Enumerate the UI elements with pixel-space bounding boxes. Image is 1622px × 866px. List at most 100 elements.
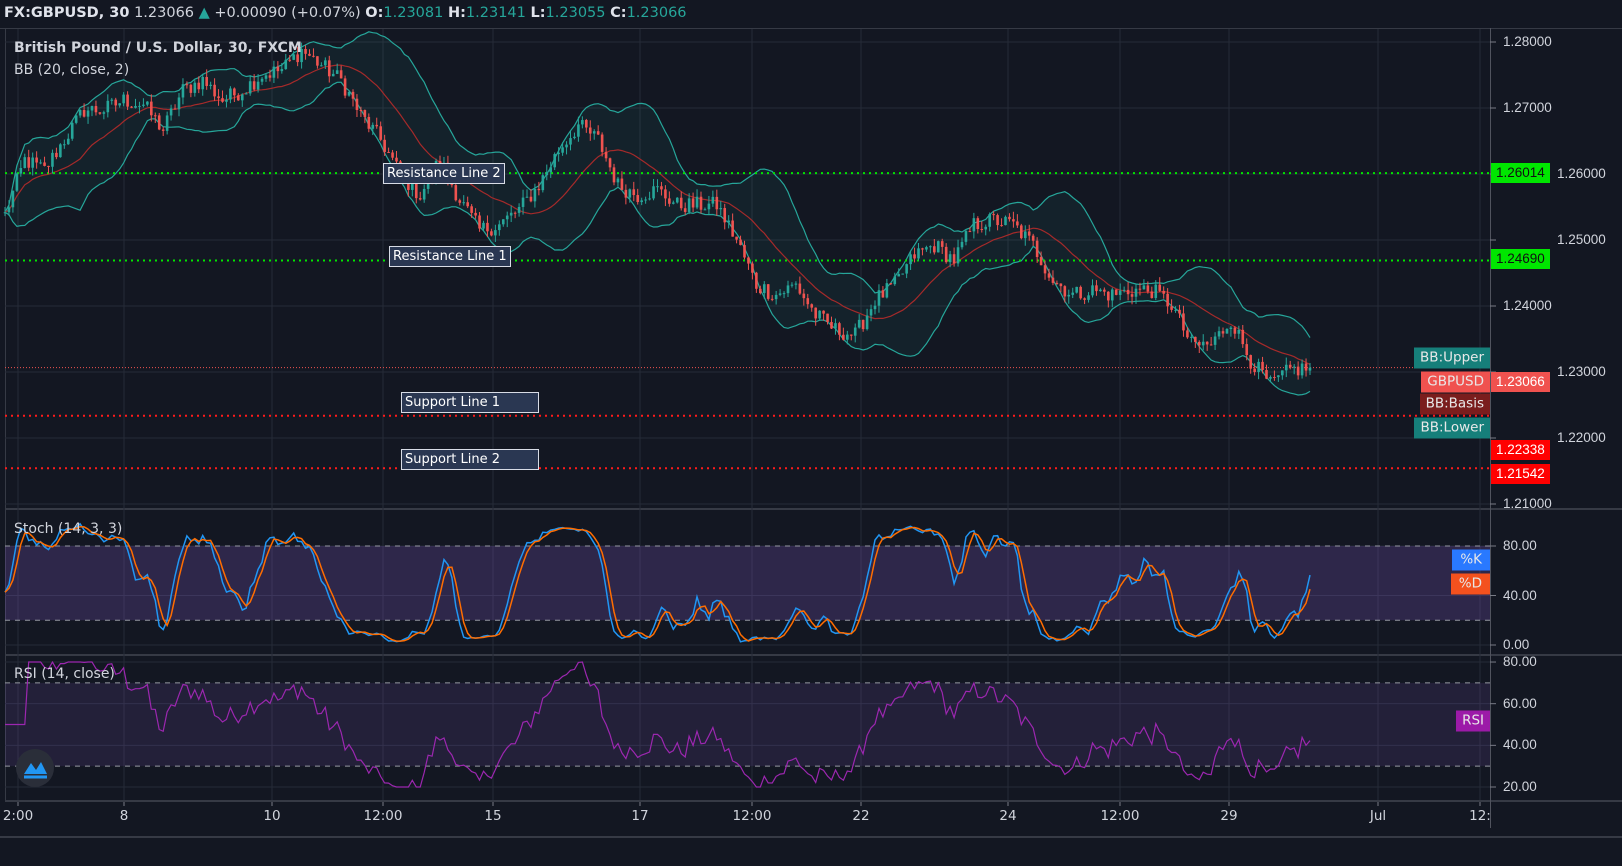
current-price-badge: 1.23066 — [1491, 372, 1550, 392]
high-label: H: — [447, 5, 466, 21]
resistance-line-2-label[interactable]: Resistance Line 2 — [383, 163, 505, 184]
candle-body — [221, 98, 224, 102]
candle-body — [1055, 282, 1059, 284]
candle-body — [770, 298, 774, 300]
candle-body — [276, 66, 280, 72]
candle-body — [138, 105, 141, 107]
candle-body — [917, 248, 920, 259]
candle-body — [778, 293, 782, 295]
candle-body — [569, 138, 572, 145]
x-tick-label: 24 — [999, 808, 1017, 824]
candle-body — [921, 248, 924, 250]
candle-body — [272, 66, 276, 78]
candle-body — [577, 124, 580, 137]
symbol-name[interactable]: FX:GBPUSD, 30 — [4, 5, 130, 21]
candle-body — [687, 198, 691, 212]
candle-body — [395, 157, 398, 162]
candle-body — [1059, 283, 1063, 287]
candle-body — [418, 198, 422, 200]
support-1-price-badge: 1.22338 — [1491, 440, 1550, 460]
candle-body — [193, 82, 197, 93]
candle-body — [1122, 289, 1126, 291]
candle-body — [814, 307, 817, 319]
candle-body — [1229, 327, 1233, 329]
candle-body — [1099, 289, 1102, 292]
candle-body — [517, 206, 521, 213]
support-line-2-label[interactable]: Support Line 2 — [401, 449, 539, 470]
tradingview-logo-button[interactable] — [16, 749, 54, 787]
candle-body — [731, 220, 734, 237]
candle-body — [486, 222, 489, 232]
candle-body — [976, 218, 980, 230]
candle-body — [39, 162, 42, 164]
pane-divider-3 — [5, 800, 1622, 802]
candle-body — [881, 290, 885, 298]
rsi-legend[interactable]: RSI (14, close) — [14, 666, 115, 682]
x-tick-label: 17 — [631, 808, 649, 824]
candle-body — [70, 122, 74, 139]
candle-body — [596, 131, 600, 135]
candle-body — [1130, 294, 1134, 297]
candle-body — [1150, 291, 1154, 298]
candle-body — [90, 106, 94, 111]
candle-body — [786, 285, 790, 294]
candle-body — [521, 197, 525, 207]
support-line-1-label[interactable]: Support Line 1 — [401, 392, 539, 413]
resistance-line-1-label[interactable]: Resistance Line 1 — [389, 246, 511, 267]
x-tick-label: 2:00 — [2, 808, 34, 824]
candle-body — [905, 264, 908, 274]
candle-body — [59, 144, 62, 158]
candle-body — [672, 202, 675, 204]
candle-body — [367, 116, 371, 129]
candle-body — [636, 195, 640, 203]
candle-body — [280, 69, 284, 72]
candle-body — [525, 196, 529, 198]
price-axis-label: 1.23000 — [1557, 364, 1606, 379]
candle-body — [462, 202, 466, 204]
price-axis-label: 1.21000 — [1503, 496, 1552, 511]
candle-body — [1237, 329, 1241, 334]
candle-body — [549, 167, 553, 173]
candle-body — [790, 284, 794, 286]
candle-body — [1051, 277, 1055, 283]
candle-body — [810, 304, 814, 308]
candle-body — [644, 199, 647, 201]
pane-divider-1 — [5, 508, 1622, 510]
candle-body — [834, 323, 837, 329]
candle-body — [846, 334, 849, 340]
candle-body — [23, 157, 27, 169]
candle-body — [996, 215, 999, 226]
candle-body — [126, 94, 129, 107]
candle-body — [865, 315, 869, 330]
candle-body — [1197, 341, 1201, 346]
support-2-price-badge: 1.21542 — [1491, 464, 1550, 484]
candle-body — [110, 99, 114, 101]
candle-body — [1170, 306, 1173, 310]
bb-legend[interactable]: BB (20, close, 2) — [14, 62, 130, 78]
candle-body — [766, 284, 770, 299]
x-tick-label: 12:00 — [732, 808, 772, 824]
candle-body — [1281, 370, 1284, 376]
candle-body — [189, 84, 193, 93]
x-tick-label: 12:00 — [1100, 808, 1140, 824]
candle-body — [422, 188, 426, 200]
candle-body — [256, 81, 260, 90]
candle-body — [106, 100, 110, 113]
candle-body — [774, 294, 778, 300]
candle-body — [1067, 294, 1071, 297]
candle-body — [7, 207, 11, 213]
resistance-1-price-badge: 1.24690 — [1491, 249, 1550, 269]
candle-body — [1292, 366, 1296, 368]
candle-body — [751, 263, 754, 273]
candle-body — [1146, 285, 1150, 292]
stoch-legend[interactable]: Stoch (14, 3, 3) — [14, 521, 123, 537]
candle-body — [929, 246, 932, 248]
candle-body — [1063, 286, 1067, 297]
main-series-title[interactable]: British Pound / U.S. Dollar, 30, FXCM — [14, 40, 302, 56]
x-tick-label: 29 — [1220, 808, 1238, 824]
candle-body — [284, 59, 288, 70]
candle-body — [1138, 288, 1142, 290]
candle-body — [944, 246, 948, 263]
stoch-k-tag: %K — [1452, 549, 1490, 571]
